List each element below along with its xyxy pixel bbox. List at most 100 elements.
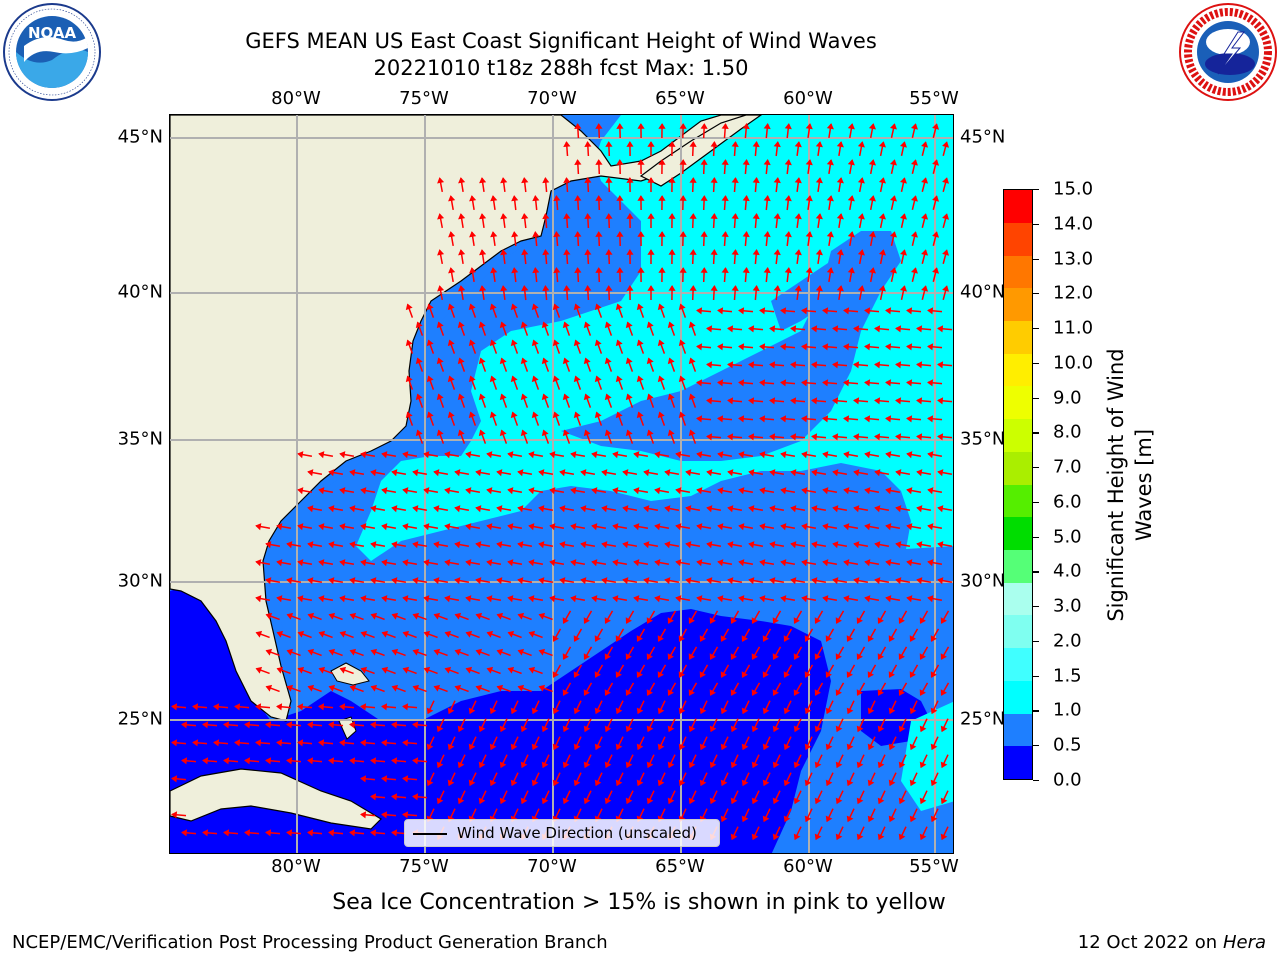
wave-arrow-head [836,141,844,148]
wave-arrow-head [801,487,808,495]
wave-arrow-head [738,343,745,351]
wave-arrow-head [769,433,776,441]
wave-arrow-head [805,159,813,166]
wave-arrow-head [553,267,561,274]
wave-arrow-head [307,684,315,692]
wave-arrow-head [874,433,881,441]
wave-arrow-head [678,375,686,383]
wave-arrow-head [720,707,728,715]
wave-arrow-head [801,307,808,315]
wave-arrow-head [486,523,493,531]
wave-arrow-head [909,671,916,678]
wave-arrow-head [454,648,462,656]
wave-arrow-head [489,303,497,311]
wave-arrow-head [825,671,832,678]
wave-arrow-head [759,487,766,495]
wave-arrow-head [916,325,923,333]
wave-arrow-head [507,451,514,459]
wave-arrow-head [517,541,524,549]
wave-arrow-head [752,177,760,184]
wave-arrow-head [772,689,779,696]
wave-arrow-head [867,671,874,678]
wave-arrow-head [402,559,409,567]
wave-arrow-head [538,577,545,585]
wave-arrow-head [552,411,560,419]
wave-arrow-head [437,249,445,256]
wave-arrow-head [360,595,367,603]
wave-arrow-head [921,285,929,292]
wave-arrow-head [664,505,671,513]
colorbar-segment [1004,746,1032,779]
wave-arrow-head [633,487,640,495]
wave-arrow-head [360,559,367,567]
wave-arrow-head [510,743,518,751]
wave-arrow-head [349,469,356,477]
wave-arrow-head [574,267,582,273]
wave-arrow-head [667,761,675,769]
wave-arrow-head [930,635,937,642]
wave-arrow-head [573,743,581,751]
wave-arrow-head [276,559,283,567]
wave-arrow-head [457,429,465,437]
wave-arrow-head [297,559,304,567]
wave-arrow-head [265,829,272,837]
wave-arrow-head [584,141,592,147]
colorbar-segment [1004,419,1032,452]
wave-arrow-head [825,707,833,715]
wave-arrow-head [769,397,776,405]
wave-arrow-head [255,630,263,638]
wave-arrow-head [517,469,524,477]
svg-text:NOAA: NOAA [28,24,77,42]
wave-arrow-head [615,743,623,751]
wave-arrow-head [885,379,892,387]
wave-arrow-head [426,779,434,787]
wave-arrow-head [444,666,452,674]
colorbar [1003,189,1033,780]
wave-arrow-head [391,793,398,801]
wave-arrow-head [822,415,829,423]
wave-arrow-head [856,653,863,660]
wave-arrow-head [415,429,423,437]
wave-arrow-head [730,797,738,805]
wave-arrow-head [835,653,842,660]
wave-arrow-head [412,469,419,477]
wave-arrow-head [843,559,850,567]
wave-arrow-head [710,249,718,255]
wave-arrow-head [706,469,713,477]
wave-arrow-head [700,123,708,129]
wave-arrow-head [909,743,917,751]
wave-arrow-head [763,123,771,130]
wave-arrow-head [583,653,590,660]
wave-arrow-head [541,393,549,401]
wave-arrow-head [583,321,591,329]
wave-arrow-head [835,689,842,696]
wave-arrow-head [727,505,734,513]
wave-arrow-head [360,523,367,531]
wave-arrow-head [433,648,441,656]
wave-arrow-head [370,793,377,801]
wave-arrow-head [847,159,855,166]
wave-arrow-head [552,303,560,311]
wave-arrow-head [801,595,808,603]
wave-arrow-head [657,707,665,715]
wave-arrow-head [486,451,493,459]
wave-arrow-head [605,249,613,255]
wave-arrow-head [423,559,430,567]
wave-arrow-head [889,231,897,238]
wave-arrow-head [667,357,675,365]
wave-arrow-head [573,779,581,787]
colorbar-segment [1004,517,1032,550]
wave-arrow-head [864,379,871,387]
wave-arrow-head [664,541,671,549]
wave-arrow-head [930,671,937,678]
wave-arrow-head [748,541,755,549]
wave-arrow-head [276,703,283,711]
wave-arrow-head [234,739,241,747]
wave-arrow-head [626,249,634,255]
wave-arrow-head [741,779,749,787]
wave-arrow-head [822,487,829,495]
wave-arrow-head [668,177,676,183]
chart-title: GEFS MEAN US East Coast Significant Heig… [245,29,877,53]
colorbar-tick-label: 0.0 [1053,769,1082,791]
wave-arrow-head [604,357,612,365]
